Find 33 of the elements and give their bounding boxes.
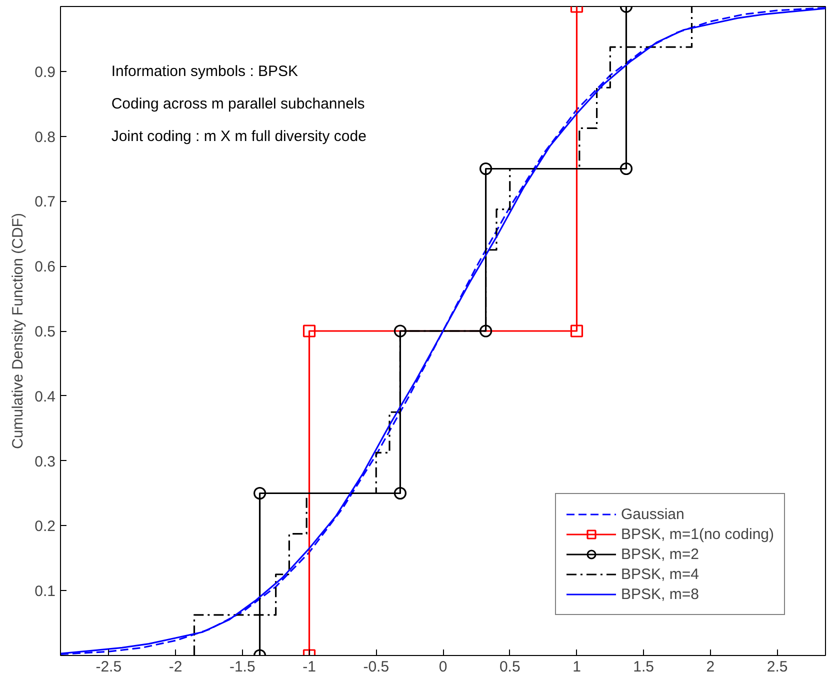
- x-tick-label: -1.5: [229, 658, 256, 676]
- x-tick-label: 1: [572, 658, 581, 676]
- point: [302, 324, 316, 338]
- point: [394, 324, 407, 338]
- annotation: Coding across m parallel subchannels: [111, 95, 365, 112]
- annotation: Information symbols : BPSK: [111, 62, 298, 80]
- y-tick-label: 0.5: [34, 324, 56, 340]
- x-tick-label: -0.5: [363, 658, 390, 676]
- y-tick-label: 0.9: [34, 64, 56, 81]
- legend-label: BPSK, m=8: [621, 585, 699, 603]
- y-tick-label: 0.3: [34, 453, 56, 470]
- x-tick-label: -2.5: [96, 658, 122, 676]
- point: [479, 324, 492, 338]
- legend-label: Gaussian: [621, 505, 684, 523]
- x-tick-label: -1: [302, 658, 316, 676]
- point: [570, 324, 584, 338]
- x-tick-label: 2.5: [766, 658, 788, 676]
- y-tick-label: 0.1: [34, 583, 56, 600]
- y-tick-label: 0.6: [34, 258, 56, 276]
- legend-label: BPSK, m=4: [621, 565, 699, 583]
- x-tick-label: -2: [168, 658, 182, 676]
- x-tick-label: 2: [706, 658, 715, 676]
- y-tick-label: 0.4: [34, 388, 56, 406]
- y-axis-title: Cumulative Density Function (CDF): [10, 213, 27, 449]
- x-tick-label: 1.5: [633, 658, 654, 676]
- y-tick-label: 0.2: [34, 518, 56, 536]
- x-tick-label: 0.5: [499, 658, 520, 676]
- annotation: Joint coding : m X m full diversity code: [111, 128, 366, 145]
- x-tick-label: 0: [438, 658, 448, 676]
- y-tick-label: 0.7: [34, 194, 56, 211]
- y-tick-label: 0.8: [34, 128, 56, 146]
- legend-label: BPSK, m=2: [621, 545, 699, 563]
- legend-label: BPSK, m=1(no coding): [621, 525, 774, 543]
